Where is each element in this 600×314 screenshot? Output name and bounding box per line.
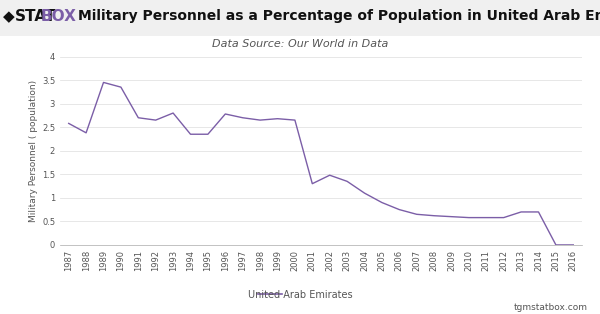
Y-axis label: Military Personnel ( population): Military Personnel ( population) (29, 80, 38, 222)
Text: STAT: STAT (15, 9, 56, 24)
Text: Data Source: Our World in Data: Data Source: Our World in Data (212, 39, 388, 49)
Text: United Arab Emirates: United Arab Emirates (248, 290, 352, 300)
Text: ◆: ◆ (3, 9, 15, 24)
Text: BOX: BOX (41, 9, 77, 24)
Text: tgmstatbox.com: tgmstatbox.com (514, 303, 588, 312)
FancyBboxPatch shape (0, 0, 600, 36)
Text: Military Personnel as a Percentage of Population in United Arab Emirates, 1987–2: Military Personnel as a Percentage of Po… (78, 9, 600, 23)
